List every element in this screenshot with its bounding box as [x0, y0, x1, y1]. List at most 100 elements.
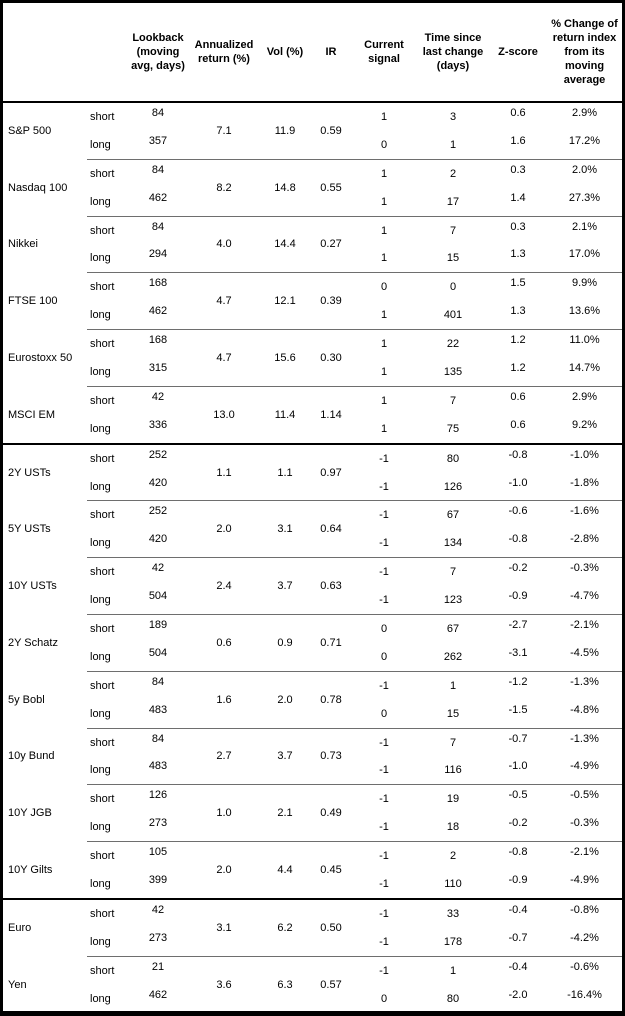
z-score-value: 1.3: [489, 301, 547, 331]
z-score-value: 1.2: [510, 334, 526, 347]
z-score-value: -0.5: [508, 789, 528, 802]
signal-value: 0: [380, 281, 388, 294]
time-since-value: 116: [417, 756, 489, 786]
side-label: long: [87, 187, 127, 217]
side-label: short: [90, 736, 115, 749]
lookback-value: 252: [148, 505, 168, 518]
asset-group: 10Y Gilts short 105 2.0 4.4 0.45 -1 2 -0.8 -2.1% l…: [3, 841, 622, 900]
ir-value: 0.30: [311, 329, 351, 387]
signal-value: -1: [351, 927, 417, 957]
momentum-signals-table: Lookback (moving avg, days) Annualized r…: [3, 3, 622, 1011]
asset-group: Eurostoxx 50 short 168 4.7 15.6 0.30 1 22 1.2 11.…: [3, 329, 622, 387]
header-asset-spacer: [3, 3, 87, 103]
lookback-value: 483: [127, 756, 189, 786]
pct-change-value: -1.3%: [570, 732, 599, 745]
asset-label: MSCI EM: [3, 386, 87, 445]
asset-group: Nikkei short 84 4.0 14.4 0.27 1 7 0.3 2.1% long 294…: [3, 216, 622, 274]
vol-value: 0.9: [259, 614, 311, 672]
z-score-value: -3.1: [489, 642, 547, 672]
time-since-value: 17: [417, 187, 489, 217]
time-since-value: 134: [417, 529, 489, 559]
z-score-value: -2.7: [508, 619, 528, 632]
signal-value: 0: [380, 622, 388, 635]
asset-group: 10Y JGB short 126 1.0 2.1 0.49 -1 19 -0.5 -0.5% lo…: [3, 784, 622, 843]
pct-change-value: -2.1%: [570, 619, 599, 632]
lookback-value: 42: [151, 903, 165, 916]
table-row: Nikkei short 84 4.0 14.4 0.27 1 7 0.3 2.1%: [3, 216, 622, 274]
asset-label: 10Y JGB: [8, 807, 52, 820]
asset-label: FTSE 100: [8, 295, 58, 308]
time-since-value: 19: [446, 793, 460, 806]
ir-value: 0.63: [311, 557, 351, 616]
time-since-value: 7: [449, 224, 457, 237]
table-row: 10Y USTs short 42 2.4 3.7 0.63 -1 7 -0.2 -0.3%: [3, 557, 622, 616]
annualized-return-value: 13.0: [189, 386, 259, 445]
time-since-value: 75: [417, 414, 489, 445]
asset-label: 5y Bobl: [8, 693, 45, 706]
side-label: short: [90, 566, 115, 579]
table-row: long 273 -1 18 -0.2 -0.3%: [3, 813, 622, 843]
pct-change-value: -1.0%: [570, 448, 599, 461]
table-row: Eurostoxx 50 short 168 4.7 15.6 0.30 1 22 1.2 11.…: [3, 329, 622, 387]
pct-change-value: -0.5%: [570, 789, 599, 802]
side-label: long: [87, 813, 127, 843]
time-since-value: 67: [446, 622, 460, 635]
z-score-value: -1.5: [489, 699, 547, 729]
pct-change-value: -0.8%: [570, 903, 599, 916]
side-label: long: [87, 472, 127, 502]
side-label: long: [87, 358, 127, 387]
lookback-value: 504: [127, 586, 189, 616]
lookback-value: 420: [127, 529, 189, 559]
z-score-value: -0.6: [508, 505, 528, 518]
asset-label: Euro: [8, 922, 32, 935]
pct-change-value: 11.0%: [569, 334, 600, 347]
pct-change-value: -4.7%: [547, 586, 622, 616]
z-score-value: -0.4: [508, 903, 528, 916]
side-label: short: [90, 281, 115, 294]
lookback-value: 84: [151, 732, 165, 745]
time-since-value: 2: [449, 850, 457, 863]
asset-group: 2Y USTs short 252 1.1 1.1 0.97 -1 80 -0.8 -1.0% lo…: [3, 443, 622, 502]
pct-change-value: 2.0%: [571, 163, 598, 176]
table-row: long 483 0 15 -1.5 -4.8%: [3, 699, 622, 729]
header-current-signal: Current signal: [351, 3, 417, 103]
lookback-value: 42: [151, 390, 165, 403]
asset-group: 2Y Schatz short 189 0.6 0.9 0.71 0 67 -2.7 -2.1% l…: [3, 614, 622, 672]
z-score-value: -0.2: [489, 813, 547, 843]
time-since-value: 1: [417, 130, 489, 160]
side-label: long: [87, 529, 127, 559]
asset-group: MSCI EM short 42 13.0 11.4 1.14 1 7 0.6 2.9% long 3…: [3, 386, 622, 445]
z-score-value: 1.5: [510, 277, 526, 290]
z-score-value: 0.6: [510, 107, 526, 119]
header-ir: IR: [311, 3, 351, 103]
side-label: long: [87, 414, 127, 445]
table-row: MSCI EM short 42 13.0 11.4 1.14 1 7 0.6 2.9%: [3, 386, 622, 445]
ir-value: 1.14: [311, 386, 351, 445]
lookback-value: 273: [127, 813, 189, 843]
vol-value: 1.1: [259, 443, 311, 502]
table-row: long 483 -1 116 -1.0 -4.9%: [3, 756, 622, 786]
time-since-value: 1: [449, 679, 457, 692]
header-annualized-return: Annualized return (%): [189, 3, 259, 103]
signal-value: 1: [351, 187, 417, 217]
asset-group: 5Y USTs short 252 2.0 3.1 0.64 -1 67 -0.6 -1.6% lo…: [3, 500, 622, 559]
header-vol: Vol (%): [259, 3, 311, 103]
pct-change-value: 2.9%: [571, 390, 598, 403]
time-since-value: 3: [449, 110, 457, 123]
pct-change-value: -4.8%: [547, 699, 622, 729]
asset-group: 10Y USTs short 42 2.4 3.7 0.63 -1 7 -0.2 -0.3% lon…: [3, 557, 622, 616]
lookback-value: 84: [151, 675, 165, 688]
lookback-value: 462: [127, 301, 189, 331]
annualized-return-value: 4.7: [189, 329, 259, 387]
vol-value: 11.9: [259, 102, 311, 160]
lookback-value: 168: [148, 334, 168, 347]
z-score-value: -1.0: [489, 472, 547, 502]
time-since-value: 126: [417, 472, 489, 502]
side-label: short: [90, 167, 115, 180]
lookback-value: 84: [151, 220, 165, 233]
table-row: long 504 -1 123 -0.9 -4.7%: [3, 586, 622, 616]
table-row: FTSE 100 short 168 4.7 12.1 0.39 0 0 1.5 9.9%: [3, 272, 622, 331]
side-label: short: [90, 964, 115, 977]
annualized-return-value: 2.0: [189, 841, 259, 900]
z-score-value: -2.0: [489, 984, 547, 1011]
